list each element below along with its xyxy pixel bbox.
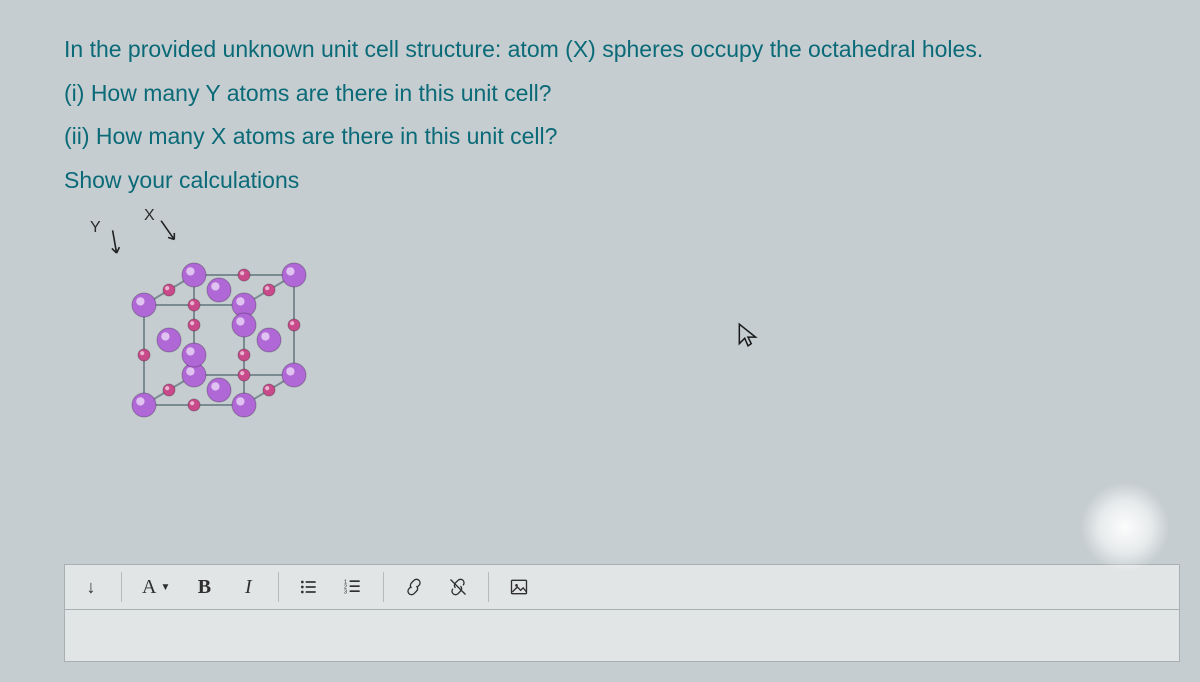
paragraph-button[interactable]: ↓	[71, 569, 111, 605]
font-menu-button[interactable]: A ▼	[132, 569, 180, 605]
insert-image-button[interactable]	[499, 569, 539, 605]
unit-cell-diagram: Y X	[84, 207, 344, 437]
bold-label: B	[198, 576, 211, 599]
editor-toolbar: ↓ A ▼ B I 1 2 3	[64, 564, 1180, 610]
editor-textarea[interactable]	[64, 610, 1180, 662]
unlink-icon	[448, 577, 468, 597]
paragraph-label: ↓	[87, 577, 96, 598]
diagram-label-x: X	[144, 207, 155, 225]
question-line-3: (ii) How many X atoms are there in this …	[64, 119, 1152, 155]
font-menu-label: A	[142, 576, 156, 599]
toolbar-separator	[278, 572, 279, 602]
italic-label: I	[245, 576, 252, 599]
question-content: In the provided unknown unit cell struct…	[0, 0, 1200, 447]
diagram-label-y: Y	[90, 219, 101, 237]
unlink-button[interactable]	[438, 569, 478, 605]
image-icon	[509, 577, 529, 597]
unordered-list-button[interactable]	[289, 569, 329, 605]
ordered-list-button[interactable]: 1 2 3	[333, 569, 373, 605]
toolbar-separator	[383, 572, 384, 602]
svg-text:3: 3	[344, 590, 347, 596]
screen-glare	[1080, 482, 1170, 572]
question-line-4: Show your calculations	[64, 163, 1152, 199]
link-icon	[404, 577, 424, 597]
rich-text-editor: ↓ A ▼ B I 1 2 3	[64, 564, 1180, 662]
toolbar-separator	[121, 572, 122, 602]
question-line-2: (i) How many Y atoms are there in this u…	[64, 76, 1152, 112]
list-ol-icon: 1 2 3	[343, 577, 363, 597]
bold-button[interactable]: B	[184, 569, 224, 605]
italic-button[interactable]: I	[228, 569, 268, 605]
question-line-1: In the provided unknown unit cell struct…	[64, 32, 1152, 68]
unit-cell-svg	[104, 225, 344, 445]
list-ul-icon	[299, 577, 319, 597]
toolbar-separator	[488, 572, 489, 602]
chevron-down-icon: ▼	[160, 582, 170, 593]
link-button[interactable]	[394, 569, 434, 605]
